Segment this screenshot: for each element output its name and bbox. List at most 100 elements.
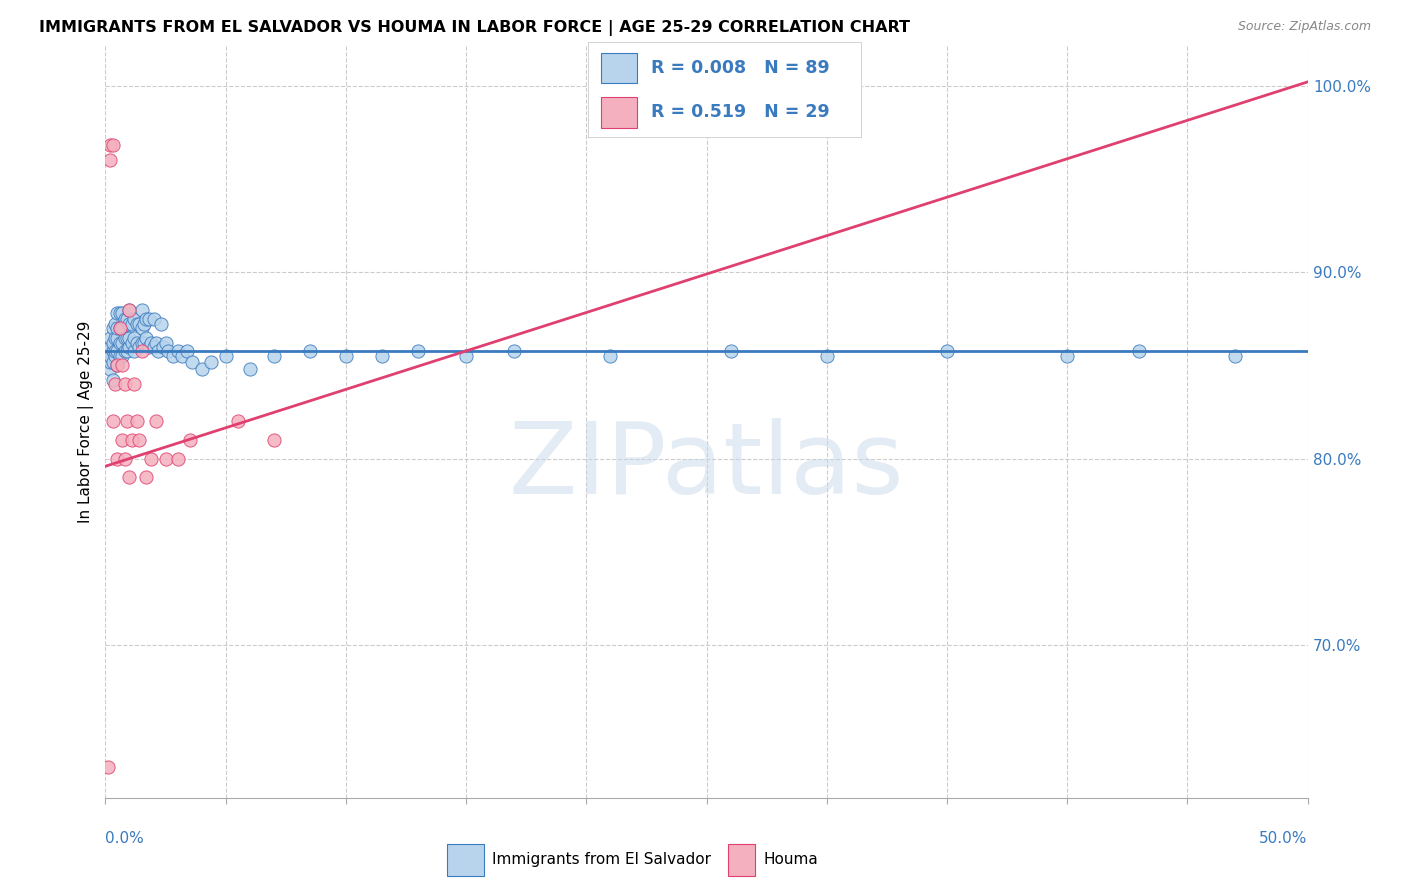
Point: [111, 306, 134, 320]
Point: [166, 343, 188, 358]
Point: [149, 318, 172, 332]
Text: ZIPatlas: ZIPatlas: [509, 418, 904, 516]
Point: [371, 349, 394, 363]
Point: [115, 343, 138, 358]
Point: [135, 330, 157, 344]
Point: [145, 336, 167, 351]
Point: [111, 321, 134, 335]
Point: [108, 321, 131, 335]
Text: Source: ZipAtlas.com: Source: ZipAtlas.com: [1237, 20, 1371, 33]
Point: [131, 321, 153, 335]
Point: [503, 343, 526, 358]
Point: [98, 138, 121, 153]
Point: [335, 349, 357, 363]
Text: Immigrants from El Salvador: Immigrants from El Salvador: [492, 853, 711, 867]
Point: [101, 138, 124, 153]
Point: [139, 336, 162, 351]
Point: [107, 321, 129, 335]
Point: [162, 349, 184, 363]
Point: [155, 451, 177, 466]
Point: [131, 343, 153, 358]
Point: [114, 343, 136, 358]
Point: [97, 343, 120, 358]
Point: [155, 336, 177, 351]
Point: [214, 349, 236, 363]
Point: [128, 433, 150, 447]
Point: [132, 336, 155, 351]
Point: [298, 343, 321, 358]
Point: [263, 433, 285, 447]
Point: [107, 330, 129, 344]
Text: Houma: Houma: [763, 853, 818, 867]
Point: [148, 343, 170, 358]
Point: [454, 349, 477, 363]
Point: [936, 343, 959, 358]
Point: [101, 343, 124, 358]
Point: [108, 321, 131, 335]
Text: R = 0.519   N = 29: R = 0.519 N = 29: [651, 103, 830, 121]
Point: [98, 340, 121, 354]
Point: [98, 355, 121, 369]
Point: [226, 414, 249, 429]
Point: [121, 318, 143, 332]
Point: [131, 336, 153, 351]
Point: [156, 343, 179, 358]
Point: [107, 359, 129, 373]
Bar: [602, 97, 637, 128]
Point: [128, 318, 150, 332]
Point: [115, 330, 138, 344]
Point: [152, 340, 174, 354]
Point: [135, 311, 157, 326]
Point: [98, 349, 121, 363]
Text: 50.0%: 50.0%: [1260, 831, 1308, 847]
Point: [115, 414, 138, 429]
Point: [190, 362, 212, 376]
Point: [98, 330, 121, 344]
Bar: [447, 844, 484, 876]
Point: [132, 318, 155, 332]
FancyBboxPatch shape: [588, 42, 862, 138]
Point: [115, 311, 138, 326]
Point: [114, 311, 136, 326]
Point: [263, 349, 285, 363]
Point: [720, 343, 742, 358]
Point: [98, 362, 121, 376]
Point: [599, 349, 621, 363]
Point: [181, 355, 204, 369]
Point: [107, 359, 129, 373]
Point: [166, 451, 188, 466]
Point: [118, 330, 141, 344]
Point: [108, 336, 131, 351]
Point: [128, 340, 150, 354]
Point: [111, 359, 134, 373]
Point: [101, 355, 124, 369]
Text: IMMIGRANTS FROM EL SALVADOR VS HOUMA IN LABOR FORCE | AGE 25-29 CORRELATION CHAR: IMMIGRANTS FROM EL SALVADOR VS HOUMA IN …: [39, 20, 910, 36]
Point: [101, 414, 124, 429]
Point: [239, 362, 262, 376]
Point: [142, 340, 165, 354]
Point: [104, 377, 127, 392]
Point: [124, 330, 146, 344]
Point: [101, 373, 124, 387]
Text: R = 0.008   N = 89: R = 0.008 N = 89: [651, 59, 830, 77]
Point: [125, 336, 148, 351]
Point: [118, 318, 141, 332]
Point: [97, 759, 120, 773]
Point: [97, 349, 120, 363]
Point: [138, 340, 160, 354]
Point: [124, 377, 146, 392]
Point: [131, 302, 153, 317]
Point: [1056, 349, 1078, 363]
Point: [145, 414, 167, 429]
Y-axis label: In Labor Force | Age 25-29: In Labor Force | Age 25-29: [79, 320, 94, 523]
Point: [179, 433, 201, 447]
Bar: [602, 53, 637, 83]
Point: [138, 311, 160, 326]
Point: [200, 355, 222, 369]
Point: [172, 349, 194, 363]
Point: [114, 451, 136, 466]
Point: [101, 321, 124, 335]
Point: [124, 343, 146, 358]
Point: [118, 302, 141, 317]
Point: [104, 330, 127, 344]
